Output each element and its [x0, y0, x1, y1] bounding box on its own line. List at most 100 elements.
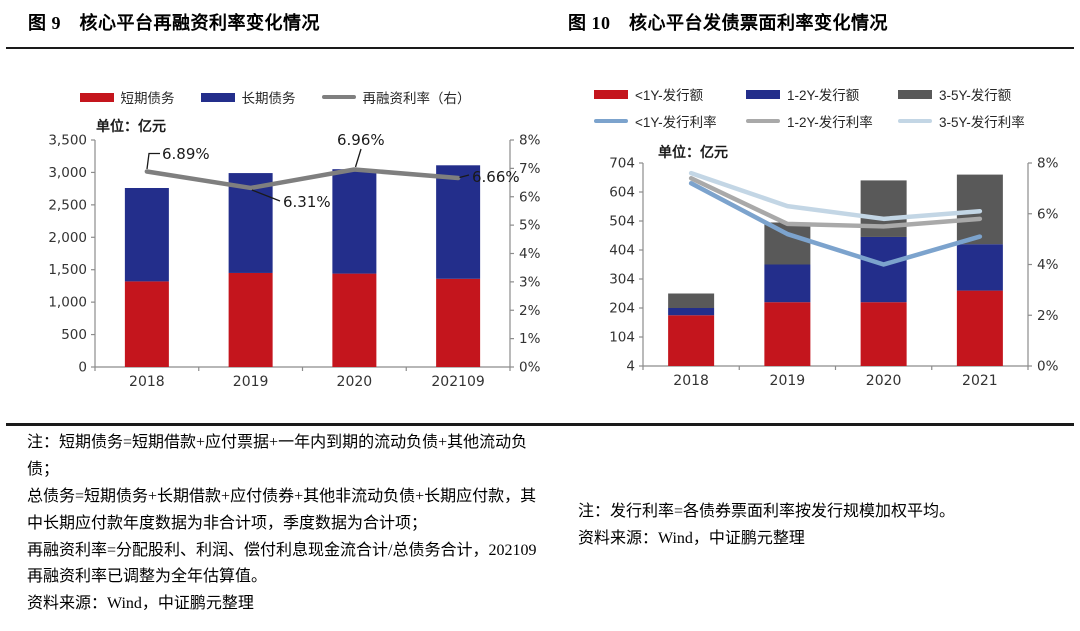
rate-line	[688, 175, 983, 229]
x-category-label: 2020	[866, 373, 902, 389]
bar-segment	[668, 293, 715, 308]
bottom-rule	[6, 423, 1074, 426]
chart-9-unit-label: 单位：亿元	[96, 118, 166, 134]
bar-segment	[764, 302, 811, 366]
left-axis-tick-label: 404	[609, 243, 635, 259]
right-axis-tick-label: 1%	[519, 331, 541, 347]
note-line: 注：发行利率=各债券票面利率按发行规模加权平均。	[578, 503, 956, 520]
bar-segment	[332, 169, 377, 274]
left-axis-tick-label: 704	[609, 156, 635, 172]
legend-item: 3-5Y-发行利率	[898, 111, 1050, 131]
left-axis-tick-label: 2,000	[48, 230, 87, 246]
legend-label: 3-5Y-发行利率	[939, 115, 1025, 130]
legend-bar-swatch	[200, 92, 235, 102]
left-axis-tick-label: 3,000	[48, 165, 87, 181]
bar-segment	[860, 302, 907, 366]
top-rule	[6, 47, 1074, 49]
bar-segment	[956, 244, 1003, 291]
legend-line-swatch	[898, 119, 932, 123]
legend-line-swatch	[321, 95, 356, 99]
x-category-label: 2019	[233, 374, 269, 390]
legend-label: 1-2Y-发行额	[787, 88, 860, 103]
bar-segment	[764, 222, 811, 265]
bar-segment	[764, 264, 811, 303]
source-line: 资料来源：Wind，中证鹏元整理	[578, 529, 805, 547]
legend-bar-swatch	[594, 89, 628, 99]
legend-label: 1-2Y-发行利率	[787, 115, 873, 130]
legend-bar-swatch	[746, 89, 780, 99]
right-axis-tick-label: 4%	[519, 246, 541, 262]
right-axis-tick-label: 6%	[1037, 206, 1059, 222]
right-axis-tick-label: 7%	[519, 161, 541, 177]
bar-segment	[860, 236, 907, 303]
legend-item: 长期债务	[200, 87, 296, 107]
point-label-leader	[146, 152, 160, 170]
left-axis-tick-label: 304	[609, 272, 635, 288]
left-axis-tick-label: 0	[78, 360, 87, 376]
note-line: 总债务=短期债务+长期借款+应付债券+其他非流动负债+长期应付款，其中长期应付款…	[27, 487, 537, 532]
bar-segment	[124, 187, 169, 282]
figure-10-title: 图 10 核心平台发债票面利率变化情况	[568, 13, 888, 33]
note-line: 注：短期债务=短期借款+应付票据+一年内到期的流动负债+其他流动负债；	[27, 434, 528, 478]
right-axis-tick-label: 3%	[519, 274, 541, 290]
legend-label: <1Y-发行利率	[635, 115, 717, 130]
right-axis-tick-label: 2%	[1037, 308, 1059, 324]
x-category-label: 2020	[337, 374, 373, 390]
bar-segment	[332, 273, 377, 367]
legend-bar-swatch	[79, 92, 114, 102]
point-label-leader	[459, 174, 470, 179]
rate-line	[144, 167, 461, 191]
legend-line-swatch	[594, 119, 628, 123]
bar-segment	[668, 315, 715, 366]
chart-10-legend: <1Y-发行额 1-2Y-发行额 3-5Y-发行额 <1Y-发行利率 1-2Y-发行利率…	[594, 84, 1050, 131]
point-label-leader	[354, 148, 362, 168]
left-axis-tick-label: 1,500	[48, 262, 87, 278]
left-axis-tick-label: 1,000	[48, 295, 87, 311]
x-category-label: 2018	[673, 373, 709, 389]
rate-point-label: 6.31%	[283, 193, 331, 211]
legend-item: 短期债务	[79, 87, 175, 107]
legend-label: 长期债务	[241, 91, 296, 106]
figure-9-title: 图 9 核心平台再融资利率变化情况	[28, 13, 320, 33]
legend-label: 再融资利率（右）	[362, 91, 471, 106]
note-line: 再融资利率=分配股利、利润、偿付利息现金流合计/总债务合计，202109 再融资…	[27, 541, 537, 586]
left-axis-tick-label: 500	[61, 327, 87, 343]
right-axis-tick-label: 6%	[519, 189, 541, 205]
legend-item: 1-2Y-发行利率	[746, 111, 898, 131]
legend-item: 3-5Y-发行额	[898, 84, 1050, 104]
rate-line	[688, 181, 983, 267]
rate-point-label: 6.96%	[337, 131, 385, 149]
left-axis-tick-label: 3,500	[48, 133, 87, 149]
x-category-label: 202109	[431, 374, 484, 390]
chart-9-notes: 注：短期债务=短期借款+应付票据+一年内到期的流动负债+其他流动负债； 总债务=…	[27, 430, 541, 618]
legend-item: 再融资利率（右）	[321, 87, 471, 107]
right-axis-tick-label: 0%	[519, 360, 541, 376]
left-axis-tick-label: 2,500	[48, 197, 87, 213]
right-axis-tick-label: 4%	[1037, 257, 1059, 273]
left-axis-tick-label: 104	[609, 330, 635, 346]
legend-label: <1Y-发行额	[635, 88, 704, 103]
legend-bar-swatch	[898, 89, 932, 99]
chart-10-coupon-rate: 4 104 204 304 404 504 604 704 0% 2% 4% 6% 8% 2018 2019…	[609, 156, 1059, 390]
rate-point-label: 6.66%	[472, 168, 520, 186]
legend-item: 1-2Y-发行额	[746, 84, 898, 104]
source-line: 资料来源：Wind，中证鹏元整理	[27, 595, 254, 613]
legend-line-swatch	[746, 119, 780, 123]
left-axis-tick-label: 4	[626, 359, 635, 375]
bar-segment	[668, 308, 715, 316]
left-axis-tick-label: 604	[609, 185, 635, 201]
right-axis-tick-label: 8%	[519, 133, 541, 149]
left-axis-tick-label: 204	[609, 301, 635, 317]
right-axis-tick-label: 5%	[519, 218, 541, 234]
legend-label: 短期债务	[120, 91, 175, 106]
chart-9-refinancing-rate: 0 500 1,000 1,500 2,000 2,500 3,000 3,500 0% 1% 2%…	[48, 131, 541, 390]
left-axis-tick-label: 504	[609, 214, 635, 230]
right-axis-tick-label: 2%	[519, 303, 541, 319]
bar-segment	[228, 272, 273, 367]
bar-segment	[124, 281, 169, 367]
right-axis-tick-label: 8%	[1037, 156, 1059, 172]
rate-line	[688, 170, 983, 222]
chart-10-notes: 注：发行利率=各债券票面利率按发行规模加权平均。 资料来源：Wind，中证鹏元整…	[578, 499, 1076, 553]
right-axis-tick-label: 0%	[1037, 359, 1059, 375]
